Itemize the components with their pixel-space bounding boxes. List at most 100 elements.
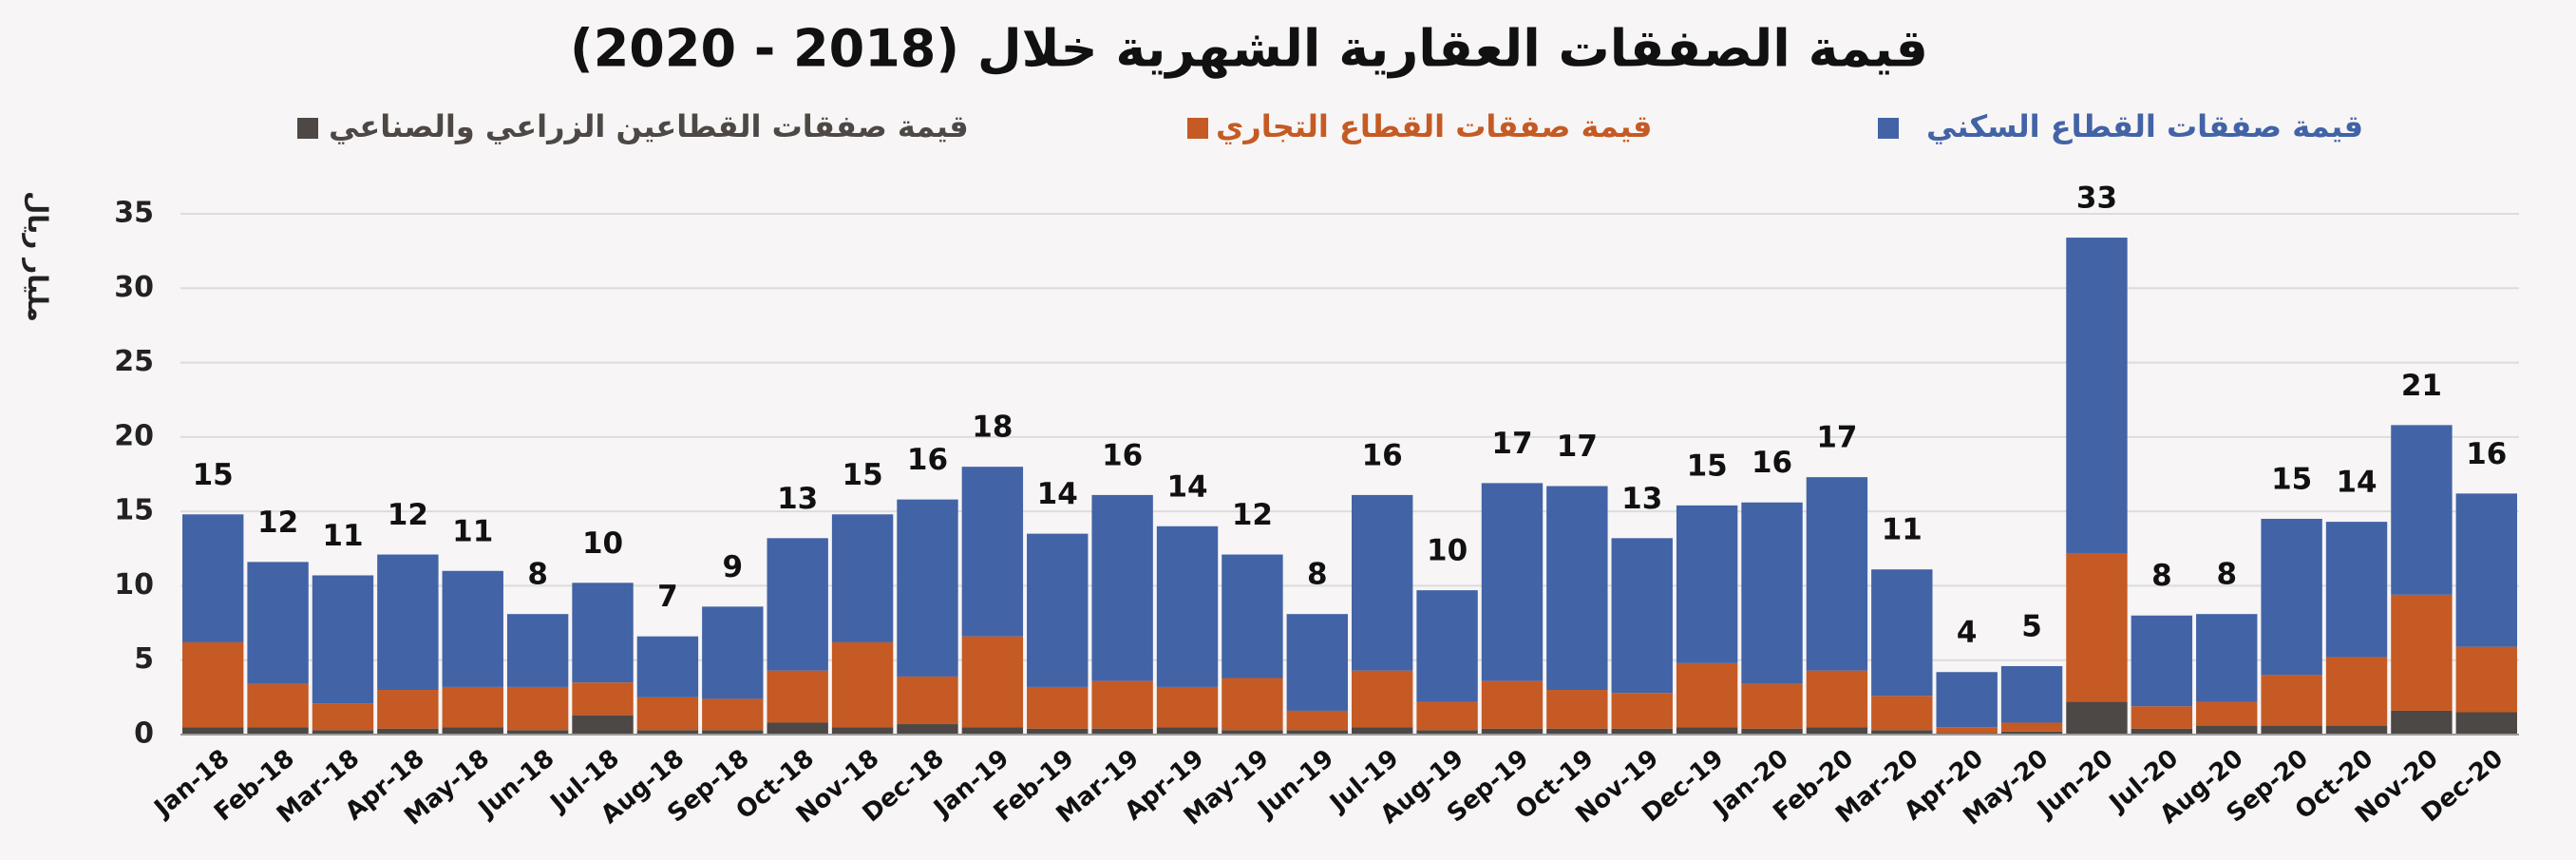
legend-label: قيمة صفقات القطاعين الزراعي والصناعي xyxy=(329,108,969,144)
total-label: 21 xyxy=(2401,369,2442,403)
total-label: 8 xyxy=(1307,558,1328,592)
legend-marker xyxy=(1187,118,1208,139)
bar-segment xyxy=(1806,670,1868,728)
bar-segment xyxy=(2325,657,2388,726)
bar-segment xyxy=(897,499,958,677)
bar-segment xyxy=(636,636,699,698)
y-tick-label: 25 xyxy=(114,345,154,378)
total-label: 11 xyxy=(1882,513,1923,547)
total-label: 14 xyxy=(1037,477,1078,511)
bar-segment xyxy=(1611,538,1673,694)
total-label: 8 xyxy=(2151,559,2172,593)
bar-segment xyxy=(2455,646,2517,713)
total-label: 13 xyxy=(777,482,818,516)
bar-segment xyxy=(2066,701,2128,735)
bar-segment xyxy=(572,583,634,683)
bar-segment xyxy=(1741,502,1803,684)
bar-segment xyxy=(377,554,439,691)
bar-segment xyxy=(1222,554,1283,678)
bar-segment xyxy=(1481,728,1544,735)
bar-segment xyxy=(1611,693,1673,729)
bar-segment xyxy=(2000,731,2063,735)
bar-segment xyxy=(247,683,309,728)
bar-segment xyxy=(247,727,309,735)
bar-segment xyxy=(831,641,894,728)
bar-segment xyxy=(897,724,958,735)
bar-segment xyxy=(831,727,894,735)
bar-segment xyxy=(572,682,634,716)
total-label: 16 xyxy=(1102,438,1143,472)
total-label: 14 xyxy=(1166,469,1207,504)
bar-segment xyxy=(1091,728,1153,735)
y-tick-label: 30 xyxy=(114,271,154,304)
bar-segment xyxy=(961,636,1024,728)
bar-segment xyxy=(442,727,503,735)
bar-segment xyxy=(2391,594,2453,711)
bar-segment xyxy=(1546,728,1608,735)
total-label: 11 xyxy=(452,514,493,548)
bar-segment xyxy=(2325,522,2388,658)
bar-segment xyxy=(1936,727,1998,734)
bar-segment xyxy=(1156,727,1219,735)
bar-segment xyxy=(572,715,634,735)
bar-segment xyxy=(702,730,764,735)
bar-segment xyxy=(1416,590,1478,702)
legend-label: قيمة صفقات القطاع التجاري xyxy=(1216,108,1652,144)
bar-segment xyxy=(2196,701,2258,726)
bar-segment xyxy=(702,698,764,731)
bar-segment xyxy=(1676,727,1738,735)
total-label: 17 xyxy=(1491,427,1532,461)
bar-segment xyxy=(377,690,439,729)
bar-segment xyxy=(442,686,503,728)
bar-segment xyxy=(1416,730,1478,735)
bar-segment xyxy=(2391,425,2453,595)
bar-segment xyxy=(1741,683,1803,729)
bar-segment xyxy=(702,606,764,699)
bar-segment xyxy=(1546,690,1608,729)
bar-segment xyxy=(182,514,244,642)
bar-segment xyxy=(1871,730,1933,735)
bar-segment xyxy=(2261,675,2322,726)
total-label: 17 xyxy=(1557,430,1598,464)
bar-segment xyxy=(442,570,503,687)
total-label: 15 xyxy=(193,458,234,492)
y-tick-label: 0 xyxy=(134,717,154,751)
bar-segment xyxy=(1806,727,1868,735)
total-label: 16 xyxy=(1752,446,1792,480)
bar-segment xyxy=(1481,483,1544,681)
bar-segment xyxy=(1352,494,1413,671)
bar-segment xyxy=(2455,493,2517,647)
total-label: 8 xyxy=(2216,558,2237,592)
bar-segment xyxy=(2000,722,2063,732)
legend-marker xyxy=(1878,118,1899,139)
total-label: 16 xyxy=(2466,437,2507,471)
bar-segment xyxy=(247,562,309,684)
total-label: 4 xyxy=(1957,616,1978,650)
bar-segment xyxy=(1027,728,1089,735)
bar-segment xyxy=(1546,486,1608,691)
bar-segment xyxy=(1156,526,1219,687)
total-label: 15 xyxy=(1687,449,1728,483)
bar-segment xyxy=(312,703,374,731)
total-label: 16 xyxy=(907,443,948,477)
chart-title: قيمة الصفقات العقارية الشهرية خلال (2018… xyxy=(570,19,1928,79)
bar-segment xyxy=(377,728,439,735)
total-label: 18 xyxy=(972,411,1013,445)
total-label: 11 xyxy=(322,519,363,553)
bar-segment xyxy=(1222,730,1283,735)
bar-segment xyxy=(1091,680,1153,729)
bar-segment xyxy=(2066,552,2128,702)
bar-segment xyxy=(2131,615,2193,707)
bar-segment xyxy=(1806,477,1868,671)
total-label: 8 xyxy=(527,558,548,592)
bar-segment xyxy=(1027,686,1089,729)
bar-segment xyxy=(831,514,894,642)
bar-segment xyxy=(1156,686,1219,728)
bar-segment xyxy=(1352,670,1413,728)
bar-segment xyxy=(2261,725,2322,735)
bar-segment xyxy=(1286,614,1348,711)
bar-segment xyxy=(1676,662,1738,728)
bar-segment xyxy=(1676,505,1738,663)
bar-segment xyxy=(1741,728,1803,735)
